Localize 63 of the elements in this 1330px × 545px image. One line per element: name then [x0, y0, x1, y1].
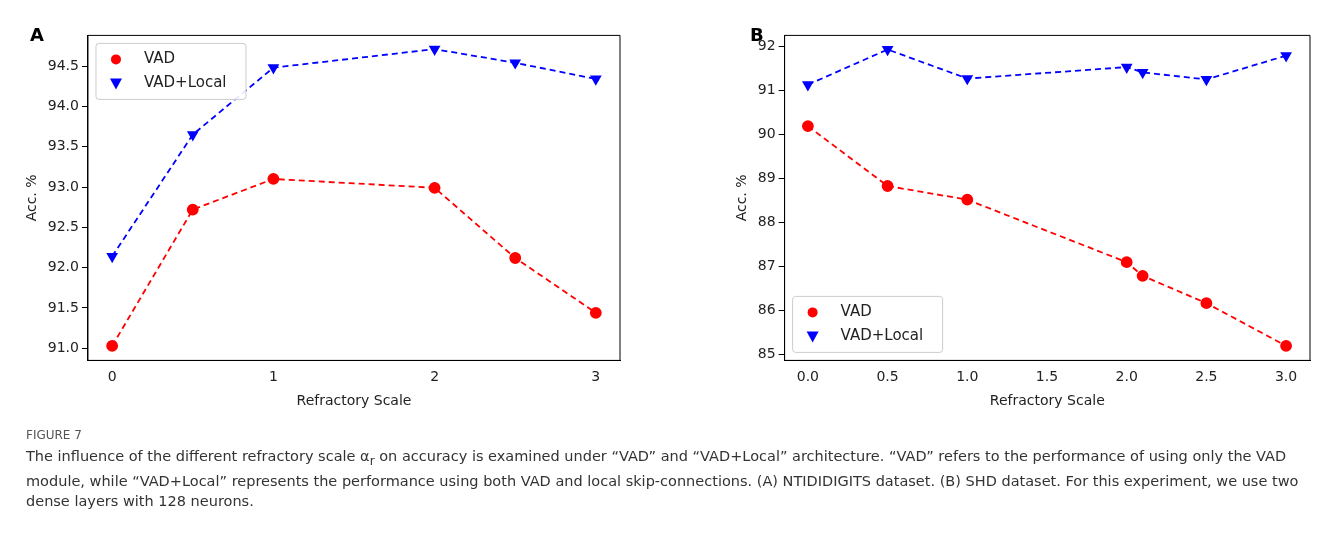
point — [801, 120, 814, 133]
point — [187, 131, 198, 141]
point — [802, 81, 814, 91]
legend-label: VAD+Local — [143, 73, 227, 92]
legend-label: VAD+Local — [840, 326, 924, 345]
y-tick-label: 92.0 — [47, 258, 79, 275]
point — [186, 203, 199, 216]
y-tick-label: 93.5 — [47, 137, 79, 154]
x-tick-label: 0 — [107, 368, 117, 385]
point — [509, 59, 521, 69]
y-tick-label: 89 — [757, 169, 776, 186]
x-tick-label: 2.5 — [1195, 368, 1218, 385]
point — [429, 45, 440, 56]
y-axis-title: Acc. % — [23, 174, 40, 222]
point — [882, 46, 893, 56]
point — [1201, 76, 1212, 86]
point — [1137, 68, 1148, 79]
x-axis-title: Refractory Scale — [989, 392, 1105, 409]
x-tick-label: 0.5 — [876, 368, 899, 385]
point — [267, 173, 280, 185]
point — [268, 64, 279, 74]
chart-title: A — [30, 24, 44, 45]
point — [1280, 52, 1292, 62]
y-tick-label: 94.0 — [47, 97, 79, 114]
y-tick-label: 94.5 — [47, 56, 79, 73]
y-tick-label: 90 — [757, 125, 776, 142]
point — [961, 193, 974, 206]
legend-label: VAD — [143, 49, 176, 68]
y-tick-label: 93.0 — [47, 177, 79, 194]
legend-label: VAD — [840, 302, 872, 321]
x-tick-label: 1.0 — [956, 368, 979, 385]
point — [881, 180, 894, 192]
x-tick-label: 0.0 — [796, 368, 820, 385]
x-tick-label: 1.5 — [1035, 368, 1059, 385]
point — [509, 252, 522, 264]
caption: FIGURE 7 — [26, 428, 83, 442]
x-axis-title: Refractory Scale — [296, 392, 412, 409]
text: The influence of the different refractory scale α$_{r}$ on accuracy is examined under “VAD” and “VAD+Local” architecture. “VAD” refers to the performance of using only the VAD module, while “VAD+Local” represents the performance using both VAD and local skip-connections. (A) NTIDIDIGITS dataset. (B) SHD dataset. For this experiment, we use two dense layers with 128 neurons. — [26, 447, 1300, 511]
point — [589, 306, 602, 319]
y-tick-label: 85 — [757, 345, 776, 362]
y-tick-label: 91.5 — [47, 298, 79, 315]
point — [1136, 269, 1149, 282]
point — [106, 252, 118, 263]
x-tick-label: 2 — [430, 368, 440, 385]
point — [1121, 63, 1132, 74]
x-tick-label: 3 — [591, 368, 601, 385]
x-tick-label: 2.0 — [1115, 368, 1138, 385]
y-tick-label: 91 — [757, 81, 776, 98]
point — [962, 75, 973, 85]
x-tick-label: 3.0 — [1274, 368, 1298, 385]
y-axis-title: Acc. % — [733, 174, 750, 222]
point — [106, 339, 119, 352]
y-tick-label: 86 — [757, 301, 776, 318]
x-tick-label: 1 — [268, 368, 278, 385]
y-tick-label: 87 — [757, 257, 776, 274]
point — [1200, 297, 1213, 310]
point — [1280, 339, 1292, 352]
y-tick-label: 91.0 — [47, 338, 79, 355]
point — [428, 181, 441, 194]
y-tick-label: 88 — [757, 213, 776, 230]
point — [1120, 256, 1133, 269]
y-tick-label: 92.5 — [47, 217, 79, 234]
point — [590, 75, 602, 85]
